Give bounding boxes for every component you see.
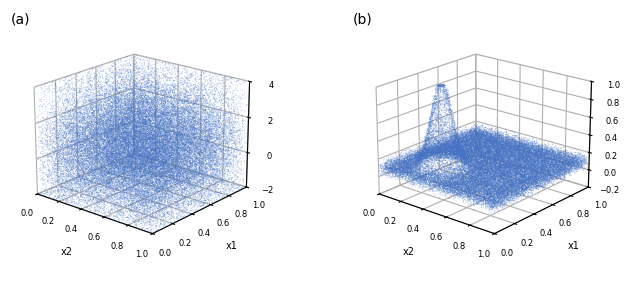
Text: (b): (b) <box>353 12 372 27</box>
Y-axis label: x1: x1 <box>568 241 580 251</box>
X-axis label: x2: x2 <box>403 247 415 257</box>
X-axis label: x2: x2 <box>61 247 73 257</box>
Y-axis label: x1: x1 <box>226 241 238 251</box>
Text: (a): (a) <box>11 12 30 27</box>
